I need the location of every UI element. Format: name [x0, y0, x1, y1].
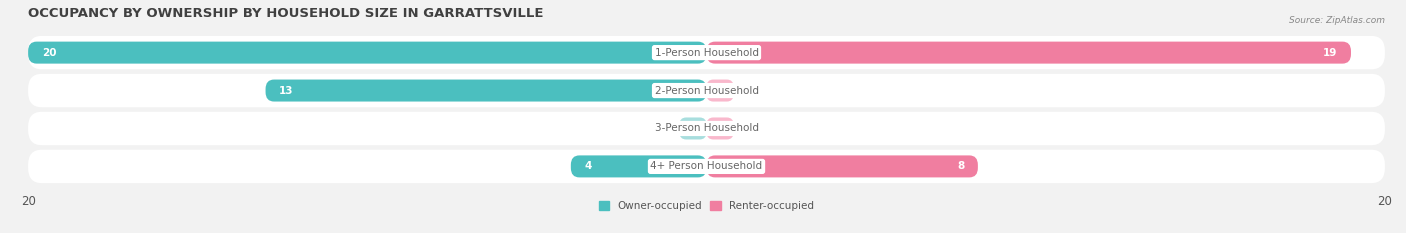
FancyBboxPatch shape [707, 155, 979, 177]
Text: 13: 13 [280, 86, 294, 96]
Legend: Owner-occupied, Renter-occupied: Owner-occupied, Renter-occupied [595, 197, 818, 215]
FancyBboxPatch shape [679, 117, 707, 140]
Text: 0: 0 [741, 86, 748, 96]
Text: 4+ Person Household: 4+ Person Household [651, 161, 762, 171]
Text: 0: 0 [741, 123, 748, 134]
FancyBboxPatch shape [266, 79, 707, 102]
FancyBboxPatch shape [28, 74, 1385, 107]
Text: OCCUPANCY BY OWNERSHIP BY HOUSEHOLD SIZE IN GARRATTSVILLE: OCCUPANCY BY OWNERSHIP BY HOUSEHOLD SIZE… [28, 7, 544, 20]
FancyBboxPatch shape [707, 117, 734, 140]
Text: 2-Person Household: 2-Person Household [655, 86, 758, 96]
FancyBboxPatch shape [28, 36, 1385, 69]
Text: Source: ZipAtlas.com: Source: ZipAtlas.com [1289, 16, 1385, 25]
Text: 3-Person Household: 3-Person Household [655, 123, 758, 134]
Text: 8: 8 [957, 161, 965, 171]
FancyBboxPatch shape [707, 42, 1351, 64]
Text: 19: 19 [1323, 48, 1337, 58]
FancyBboxPatch shape [28, 150, 1385, 183]
FancyBboxPatch shape [571, 155, 707, 177]
Text: 4: 4 [585, 161, 592, 171]
Text: 1-Person Household: 1-Person Household [655, 48, 758, 58]
FancyBboxPatch shape [28, 112, 1385, 145]
FancyBboxPatch shape [707, 79, 734, 102]
Text: 20: 20 [42, 48, 56, 58]
Text: 0: 0 [665, 123, 672, 134]
FancyBboxPatch shape [28, 42, 707, 64]
